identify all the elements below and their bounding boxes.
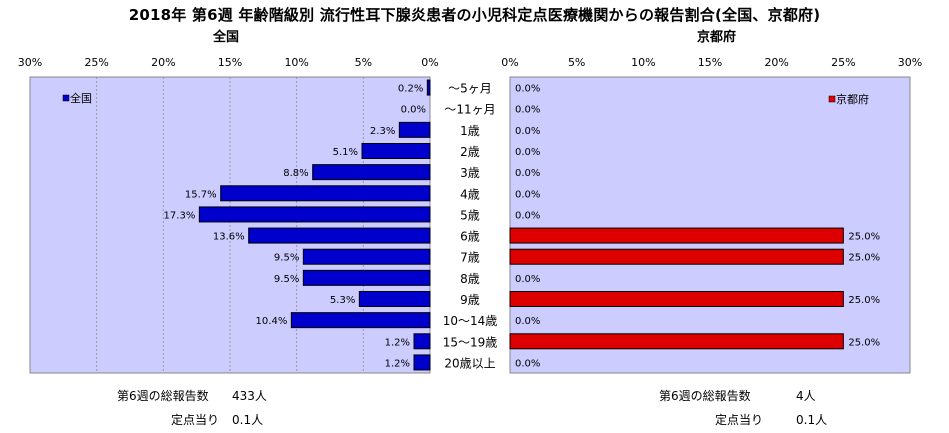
kyoto-data-label: 25.0% — [848, 253, 880, 264]
age-category-label: 6歳 — [460, 230, 480, 244]
chart-title: 2018年 第6週 年齢階級別 流行性耳下腺炎患者の小児科定点医療機関からの報告… — [128, 6, 821, 24]
national-bar — [426, 79, 431, 96]
kyoto-legend-label: 京都府 — [836, 92, 869, 106]
national-bar — [413, 354, 431, 371]
kyoto-data-label: 0.0% — [515, 84, 540, 95]
age-category-label: ～5ヶ月 — [448, 82, 492, 96]
kyoto-x-tick-label: 15% — [698, 56, 722, 69]
age-category-label: 1歳 — [460, 124, 480, 138]
national-x-tick-label: 10% — [284, 56, 308, 69]
national-x-tick-label: 0% — [421, 56, 438, 69]
kyoto-bar — [509, 248, 844, 265]
national-legend-label: 全国 — [70, 91, 92, 105]
national-data-label: 5.1% — [333, 147, 358, 158]
national-data-label: 1.2% — [385, 337, 410, 348]
national-data-label: 2.3% — [370, 126, 395, 137]
national-per-value: 0.1人 — [232, 413, 264, 427]
national-bar — [398, 121, 431, 138]
national-subtitle: 全国 — [213, 30, 240, 45]
national-data-label: 8.8% — [283, 168, 308, 179]
age-category-label: 5歳 — [460, 208, 480, 222]
kyoto-plot-area — [509, 76, 911, 374]
kyoto-x-tick-label: 10% — [631, 56, 655, 69]
national-total-label: 第6週の総報告数 — [117, 389, 209, 403]
age-category-label: 3歳 — [460, 166, 480, 180]
age-category-label: 10～14歳 — [443, 314, 498, 328]
national-bar — [312, 164, 431, 181]
national-data-label: 0.0% — [401, 105, 426, 116]
age-category-label: 20歳以上 — [444, 356, 495, 370]
national-data-label: 17.3% — [164, 210, 196, 221]
kyoto-x-tick-label: 30% — [898, 56, 922, 69]
national-x-tick-label: 20% — [151, 56, 175, 69]
national-data-label: 9.5% — [274, 253, 299, 264]
national-bar — [358, 291, 431, 307]
kyoto-data-label: 0.0% — [515, 147, 540, 158]
kyoto-x-tick-label: 25% — [831, 56, 855, 69]
kyoto-data-label: 0.0% — [515, 316, 540, 327]
kyoto-x-tick-label: 5% — [568, 56, 585, 69]
kyoto-bar — [509, 333, 844, 350]
age-category-label: 2歳 — [460, 145, 480, 159]
age-category-label: 15～19歳 — [443, 335, 498, 349]
kyoto-total-value: 4人 — [796, 389, 816, 403]
age-category-label: 4歳 — [460, 187, 480, 201]
national-bar — [198, 206, 431, 223]
national-data-label: 10.4% — [256, 316, 288, 327]
national-per-label: 定点当り — [171, 413, 220, 427]
national-bar — [413, 333, 431, 350]
kyoto-data-label: 0.0% — [515, 274, 540, 285]
national-legend-swatch — [62, 94, 70, 102]
national-bar — [361, 143, 431, 159]
national-x-tick-label: 30% — [18, 56, 42, 69]
national-data-label: 5.3% — [330, 295, 355, 306]
age-category-label: 8歳 — [460, 272, 480, 286]
kyoto-data-label: 25.0% — [848, 232, 880, 243]
age-category-label: ～11ヶ月 — [444, 103, 495, 117]
national-x-tick-label: 5% — [355, 56, 372, 69]
kyoto-x-tick-label: 20% — [764, 56, 788, 69]
kyoto-total-label: 第6週の総報告数 — [659, 389, 751, 403]
kyoto-per-value: 0.1人 — [796, 413, 828, 427]
national-data-label: 15.7% — [185, 189, 217, 200]
kyoto-data-label: 0.0% — [515, 358, 540, 369]
kyoto-data-label: 0.0% — [515, 168, 540, 179]
kyoto-data-label: 0.0% — [515, 126, 540, 137]
national-bar — [302, 248, 431, 265]
kyoto-data-label: 0.0% — [515, 210, 540, 221]
kyoto-bar — [509, 227, 844, 244]
national-bar — [220, 185, 431, 202]
national-data-label: 0.2% — [398, 84, 423, 95]
kyoto-data-label: 25.0% — [848, 337, 880, 348]
kyoto-data-label: 0.0% — [515, 105, 540, 116]
kyoto-bar — [509, 291, 844, 307]
age-category-label: 7歳 — [460, 251, 480, 265]
age-category-label: 9歳 — [460, 293, 480, 307]
national-data-label: 13.6% — [213, 232, 245, 243]
national-total-value: 433人 — [232, 389, 267, 403]
national-data-label: 9.5% — [274, 274, 299, 285]
national-x-tick-label: 25% — [84, 56, 108, 69]
kyoto-data-label: 0.0% — [515, 189, 540, 200]
kyoto-x-tick-label: 0% — [501, 56, 518, 69]
kyoto-per-label: 定点当り — [715, 413, 764, 427]
national-data-label: 1.2% — [385, 358, 410, 369]
kyoto-data-label: 25.0% — [848, 295, 880, 306]
national-bar — [302, 269, 431, 286]
kyoto-legend-swatch — [828, 95, 836, 103]
national-bar — [290, 312, 431, 329]
kyoto-subtitle: 京都府 — [697, 30, 737, 45]
national-x-tick-label: 15% — [218, 56, 242, 69]
national-bar — [248, 227, 431, 244]
